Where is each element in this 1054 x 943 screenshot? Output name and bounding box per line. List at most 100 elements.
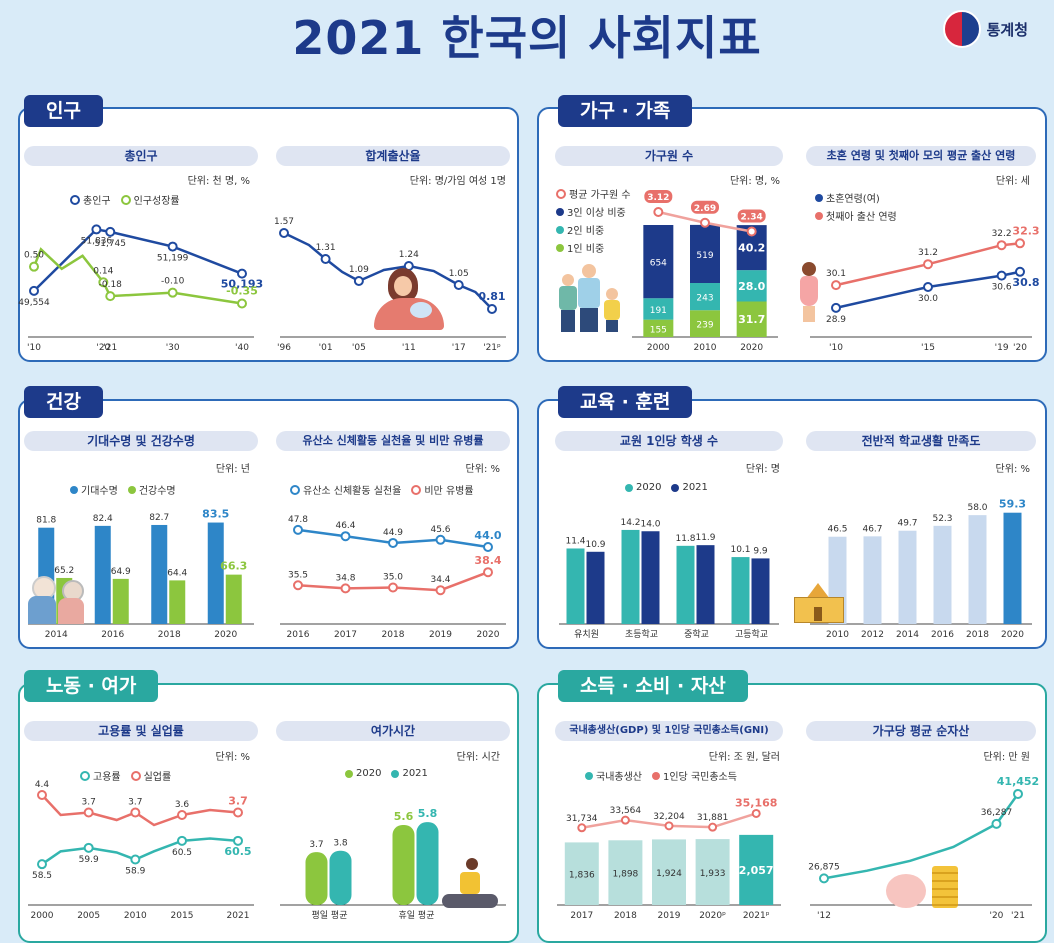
chart-household-size: 155 191 654 2000 239 243 519 2010 31.7 28.0 40.2 20… (632, 190, 778, 353)
data-point (105, 291, 116, 302)
data-point (91, 224, 102, 235)
legend-item-1person: 1인 비중 (556, 240, 604, 255)
data-point (83, 842, 94, 853)
data-point (29, 261, 39, 272)
unit-marriage-age: 단위: 세 (995, 176, 1030, 187)
data-label: 243 (696, 294, 713, 304)
data-point (167, 241, 178, 252)
section-tab-health: 건강 (24, 386, 103, 418)
unit-fertility: 단위: 명/가임 여성 1명 (409, 176, 506, 187)
data-label: 60.5 (172, 848, 192, 858)
chart-marriage-age: '10 '15 '19 '20 28.9 30.0 30.6 30.8 30.1 31.2 32.2… (810, 224, 1040, 353)
data-point (483, 567, 493, 578)
x-tick-label: '11 (402, 343, 416, 353)
data-point (453, 280, 464, 290)
data-point (435, 534, 446, 545)
data-point (177, 835, 187, 846)
gdp-bar (739, 834, 774, 905)
chart-title-household-size: 가구원 수 (555, 146, 783, 166)
stacked-bar-2 (690, 283, 720, 311)
legend-dot-icon (625, 483, 633, 492)
x-tick-label: 2000 (31, 911, 54, 921)
data-label: 0.50 (24, 251, 44, 261)
data-label: 40.2 (738, 242, 765, 255)
x-tick-label: '19 (995, 343, 1009, 353)
legend-dot-icon (556, 225, 564, 234)
data-point (620, 815, 630, 825)
legend-dot-icon (70, 485, 78, 494)
data-label: 31,881 (697, 813, 729, 823)
bar-2 (112, 578, 129, 624)
page-title: 2021 한국의 사회지표 (292, 11, 762, 65)
data-point (435, 585, 446, 596)
org-logo: 통계청 (942, 10, 1028, 48)
data-point (388, 582, 398, 593)
legend-item-avg-members: 평균 가구원 수 (556, 186, 631, 201)
data-label: 64.4 (167, 568, 187, 578)
stacked-bar-2 (736, 270, 767, 302)
data-label: 28.9 (826, 315, 846, 325)
bar-2 (586, 551, 605, 624)
data-label: 33,564 (610, 806, 642, 816)
yoga-woman-illustration (436, 858, 508, 914)
woman-illustration (798, 262, 820, 322)
x-tick-label: 2020 (1001, 630, 1024, 640)
bar-1 (392, 825, 415, 905)
org-name: 통계청 (986, 20, 1028, 39)
data-point (130, 854, 141, 865)
x-tick-label: 2015 (171, 911, 194, 921)
data-label: 10.1 (730, 545, 750, 555)
legend-dot-icon (556, 207, 564, 216)
data-label: 1,924 (656, 869, 682, 879)
legend-gdp: 국내총생산 1인당 국민총소득 (585, 768, 737, 783)
data-label: 0.81 (478, 290, 505, 303)
series-line-2 (32, 247, 243, 305)
data-point (353, 276, 364, 286)
data-point (653, 207, 664, 217)
x-tick-label: '12 (817, 911, 831, 921)
legend-item-healthy-life: 건강수명 (127, 482, 176, 497)
x-tick-label: '20 (989, 911, 1003, 921)
bar-1 (676, 545, 695, 624)
legend-item-first-birth: 첫째아 출산 연령 (815, 208, 897, 223)
data-point (320, 254, 331, 264)
bar-1 (305, 852, 328, 905)
data-label: 1,836 (569, 871, 595, 881)
data-label: 1.09 (349, 265, 369, 275)
data-label: 191 (650, 306, 667, 316)
data-label: 47.8 (288, 515, 308, 525)
data-label: 46.7 (862, 524, 882, 534)
x-tick-label: 2017 (570, 911, 593, 921)
data-point (340, 531, 351, 542)
data-label: 239 (696, 321, 713, 331)
bar (933, 525, 952, 624)
x-tick-label: '20 (1013, 343, 1027, 353)
bar-2 (751, 558, 770, 624)
chart-title-exercise: 유산소 신체활동 실천율 및 비만 유병률 (276, 431, 510, 451)
x-tick-label: 2019 (658, 911, 681, 921)
data-label: 1.24 (399, 250, 419, 260)
data-point (1015, 266, 1025, 277)
legend-dot-icon (815, 193, 823, 202)
x-tick-label: 2014 (896, 630, 919, 640)
data-label: 38.4 (474, 554, 501, 567)
x-tick-label: 2020ᵖ (699, 911, 726, 921)
data-label: 35.0 (383, 573, 403, 583)
data-point (708, 822, 718, 832)
data-label: 4.4 (35, 780, 50, 790)
bar (863, 536, 882, 624)
data-label: 26,875 (808, 862, 840, 872)
legend-dot-icon (652, 771, 660, 780)
data-label: 32.3 (1012, 224, 1039, 237)
data-point (98, 277, 109, 288)
chart-title-life-expectancy: 기대수명 및 건강수명 (24, 431, 258, 451)
data-label: 3.8 (333, 839, 348, 849)
legend-dot-icon (127, 485, 136, 494)
data-point (37, 790, 47, 800)
data-label: 11.8 (675, 534, 695, 544)
data-label: 2,057 (739, 864, 774, 877)
data-label: 14.0 (640, 519, 660, 529)
data-label: 31.7 (738, 313, 765, 326)
data-point (746, 226, 757, 237)
data-label: 155 (650, 325, 667, 335)
